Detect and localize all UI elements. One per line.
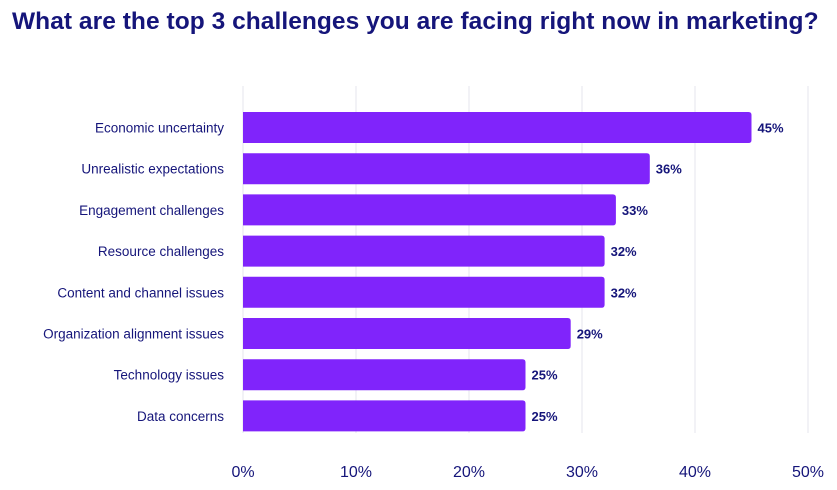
bar xyxy=(243,318,571,349)
x-axis-tick-labels: 0% 10% 20% 30% 40% 50% xyxy=(231,464,824,481)
category-labels: Economic uncertainty Unrealistic expectat… xyxy=(43,121,224,424)
bar xyxy=(243,276,605,308)
bar xyxy=(243,359,526,391)
x-tick-label: 10% xyxy=(340,464,372,481)
bar xyxy=(243,112,752,143)
category-label: Resource challenges xyxy=(98,244,224,259)
bar xyxy=(243,235,605,267)
x-tick-label: 30% xyxy=(566,464,598,481)
category-label: Economic uncertainty xyxy=(95,121,224,136)
category-label: Engagement challenges xyxy=(79,203,224,218)
x-tick-label: 20% xyxy=(453,464,485,481)
x-tick-label: 0% xyxy=(231,464,254,481)
category-label: Data concerns xyxy=(137,409,224,424)
value-labels: 45% 36% 33% 32% 32% 29% 25% 25% xyxy=(532,121,784,424)
category-label: Unrealistic expectations xyxy=(81,162,224,177)
value-label: 29% xyxy=(577,327,603,342)
category-label: Content and channel issues xyxy=(57,285,224,300)
bar xyxy=(243,153,650,185)
value-label: 33% xyxy=(622,203,648,218)
value-label: 25% xyxy=(532,409,558,424)
category-label: Technology issues xyxy=(114,368,225,383)
bar xyxy=(243,194,616,226)
bars xyxy=(243,112,752,432)
x-tick-label: 50% xyxy=(792,464,824,481)
value-label: 36% xyxy=(656,162,682,177)
bar xyxy=(243,400,526,432)
x-tick-label: 40% xyxy=(679,464,711,481)
value-label: 45% xyxy=(758,121,784,136)
value-label: 25% xyxy=(532,368,558,383)
category-label: Organization alignment issues xyxy=(43,327,224,342)
value-label: 32% xyxy=(611,244,637,259)
chart-title: What are the top 3 challenges you are fa… xyxy=(12,8,819,35)
value-label: 32% xyxy=(611,285,637,300)
